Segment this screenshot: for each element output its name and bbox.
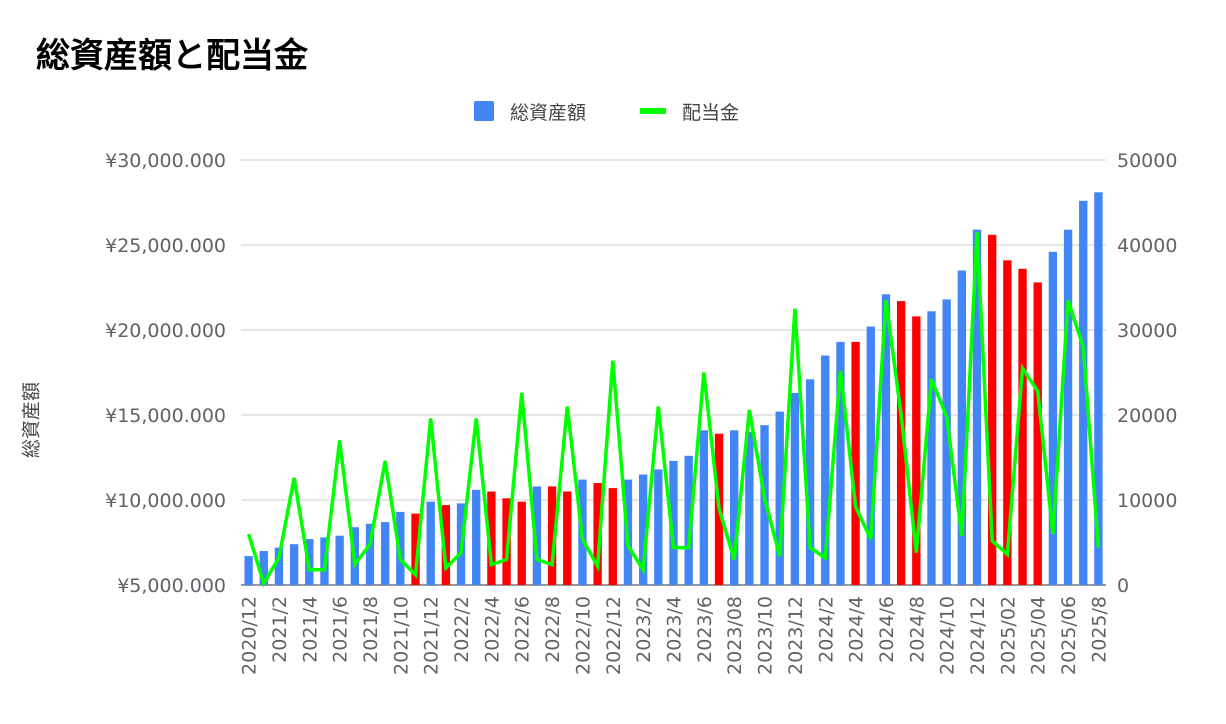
y2-tick-label: 20000	[1117, 405, 1177, 427]
legend-swatch-line	[640, 108, 666, 114]
x-tick-label: 2024/6	[876, 596, 898, 663]
x-tick-label: 2024/2	[815, 596, 837, 663]
x-tick-label: 2021/10	[390, 596, 412, 675]
bar	[881, 294, 891, 585]
y2-tick-label: 40000	[1117, 235, 1177, 257]
x-tick-label: 2022/2	[451, 596, 473, 663]
y-tick-label: ¥20,000.000	[105, 320, 226, 342]
legend-label-dividends: 配当金	[682, 101, 740, 124]
bar	[972, 229, 982, 585]
y-tick-label: ¥5,000.000	[117, 575, 226, 597]
bar	[274, 547, 284, 585]
x-tick-label: 2025/8	[1088, 596, 1110, 663]
x-tick-label: 2021/6	[330, 596, 352, 663]
bar	[563, 491, 572, 585]
bar	[517, 501, 526, 585]
x-tick-label: 2023/2	[633, 596, 655, 663]
x-tick-label: 2021/8	[360, 596, 382, 663]
x-tick-label: 2024/10	[937, 596, 959, 675]
bar	[745, 432, 754, 585]
y-tick-label: ¥30,000.000	[105, 150, 226, 172]
legend-item-total-assets[interactable]: 総資産額	[474, 96, 586, 126]
bar	[927, 311, 936, 585]
x-tick-label: 2024/12	[967, 596, 989, 675]
x-tick-label: 2021/4	[299, 596, 321, 663]
x-tick-label: 2022/12	[603, 596, 625, 675]
dividend-line	[246, 232, 1101, 588]
bar	[1094, 192, 1103, 586]
y-tick-label: ¥25,000.000	[105, 235, 226, 257]
x-tick-label: 2020/12	[239, 596, 261, 675]
x-tick-label: 2022/4	[481, 596, 503, 663]
bar	[866, 326, 875, 585]
x-tick-label: 2025/06	[1058, 596, 1080, 675]
bar	[380, 522, 390, 585]
y2-tick-label: 30000	[1117, 320, 1177, 342]
bar	[790, 392, 800, 585]
bar	[1063, 229, 1073, 585]
x-tick-label: 2025/02	[997, 596, 1019, 675]
chart-title: 総資産額と配当金	[36, 36, 308, 76]
bar	[289, 544, 299, 585]
bar	[1003, 260, 1012, 585]
x-tick-label: 2023/4	[664, 596, 686, 663]
x-tick-label: 2024/4	[846, 596, 868, 663]
x-tick-label: 2022/10	[572, 596, 594, 675]
legend-swatch-bar	[474, 101, 494, 121]
bar	[654, 469, 663, 585]
y2-tick-label: 50000	[1117, 150, 1177, 172]
x-tick-label: 2023/10	[755, 596, 777, 675]
y2-tick-label: 0	[1117, 575, 1129, 597]
y-tick-label: ¥10,000.000	[105, 490, 226, 512]
bar	[1048, 251, 1058, 586]
bar	[1018, 268, 1027, 585]
bar	[472, 489, 481, 585]
bar	[547, 486, 557, 585]
y2-tick-label: 10000	[1117, 490, 1177, 512]
x-tick-label: 2023/12	[785, 596, 807, 675]
x-tick-label: 2024/8	[906, 596, 928, 663]
x-tick-label: 2023/08	[724, 596, 746, 675]
bar	[487, 491, 496, 585]
bar	[912, 316, 921, 585]
bar	[1033, 282, 1042, 585]
bar	[593, 483, 602, 585]
bar	[805, 379, 815, 585]
bar	[957, 270, 967, 585]
bar	[244, 556, 253, 585]
bar	[669, 460, 678, 585]
bar	[426, 501, 435, 585]
bar	[638, 474, 648, 585]
x-tick-label: 2025/04	[1028, 596, 1050, 675]
bar	[988, 234, 997, 586]
x-tick-label: 2022/6	[512, 596, 534, 663]
x-tick-label: 2021/2	[269, 596, 291, 663]
bar	[896, 301, 906, 585]
bar	[441, 505, 451, 585]
x-tick-label: 2021/12	[421, 596, 443, 675]
legend-label-total-assets: 総資産額	[510, 101, 587, 124]
bar	[851, 341, 860, 585]
y-tick-label: ¥15,000.000	[105, 405, 226, 427]
bar	[1079, 200, 1088, 586]
bar	[335, 535, 344, 585]
bar	[411, 513, 420, 585]
bar	[699, 430, 709, 585]
bar	[684, 455, 693, 585]
x-tick-label: 2022/8	[542, 596, 564, 663]
bar	[608, 488, 617, 585]
x-tick-label: 2023/6	[694, 596, 716, 663]
bar	[532, 486, 542, 585]
bar	[775, 411, 784, 585]
legend-item-dividends[interactable]: 配当金	[640, 96, 739, 126]
bar	[365, 523, 375, 585]
bar	[730, 430, 739, 585]
bar	[259, 551, 268, 585]
bar	[821, 355, 830, 585]
bar	[836, 341, 845, 585]
bar	[942, 299, 951, 585]
legend: 総資産額 配当金	[0, 96, 1226, 126]
